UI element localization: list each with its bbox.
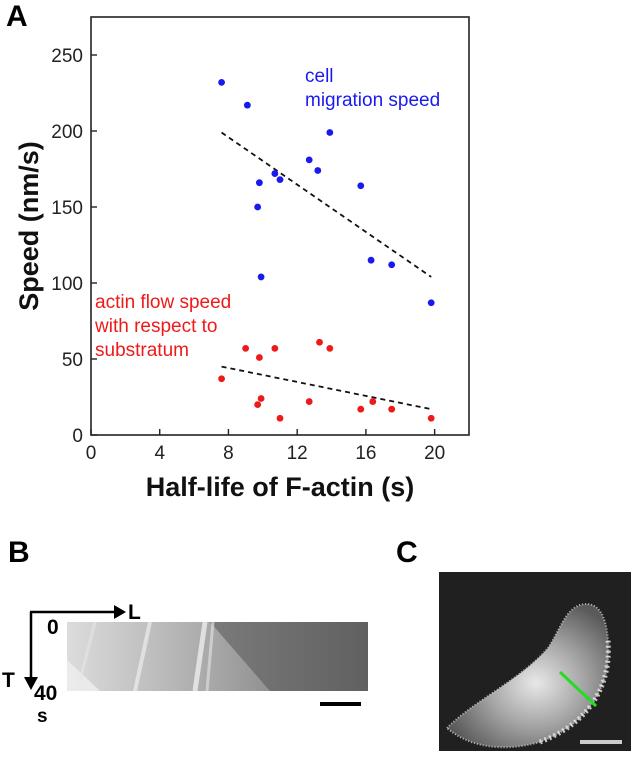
- panel-b-label: B: [8, 536, 30, 569]
- data-point-series-1: [305, 398, 313, 405]
- panel-a-label: A: [6, 0, 28, 33]
- measurement-line: [558, 670, 598, 708]
- t-axis-label: T: [2, 669, 15, 692]
- annotation-line: migration speed: [305, 90, 440, 111]
- y-tick-label: 150: [51, 198, 83, 219]
- y-tick-label: 250: [51, 46, 83, 67]
- data-point-series-1: [316, 338, 323, 346]
- data-point-series-1: [257, 395, 265, 402]
- trend-line-series-0: [221, 131, 432, 278]
- y-tick-label: 50: [62, 350, 83, 371]
- data-point-series-1: [357, 405, 365, 413]
- data-point-series-0: [255, 179, 263, 187]
- data-point-series-0: [218, 78, 225, 86]
- trend-line-series-1: [221, 365, 432, 411]
- trend-lines: [221, 131, 432, 411]
- x-tick-label: 4: [154, 443, 165, 464]
- data-point-series-0: [276, 176, 284, 184]
- y-tick-label: 100: [51, 274, 83, 295]
- data-points: [218, 78, 435, 422]
- data-point-series-0: [271, 170, 279, 177]
- scatter-chart: 0 4 8 12 16 20 0 50 100 150 200 250 cell migration …: [14, 16, 470, 502]
- y-axis-title: Speed (nm/s): [14, 141, 44, 311]
- data-point-series-0: [305, 156, 313, 164]
- data-point-series-0: [357, 182, 365, 190]
- data-point-series-1: [254, 401, 262, 408]
- data-point-series-0: [243, 101, 251, 109]
- l-axis-label: L: [128, 601, 141, 624]
- data-point-series-0: [367, 256, 375, 264]
- data-point-series-1: [388, 405, 396, 413]
- data-point-series-1: [369, 398, 377, 405]
- data-point-series-1: [271, 344, 279, 352]
- y-tick-label: 200: [51, 122, 83, 143]
- data-point-series-0: [314, 167, 322, 174]
- t-unit-label: s: [37, 706, 48, 727]
- x-tick-label: 16: [355, 443, 376, 464]
- t-start-label: 0: [47, 616, 59, 639]
- data-point-series-0: [257, 273, 265, 281]
- data-point-series-1: [276, 414, 284, 422]
- y-tick-label: 0: [72, 426, 83, 447]
- annotation-line: substratum: [95, 340, 189, 361]
- annotation-line: with respect to: [94, 316, 218, 337]
- annotation-line: cell: [305, 66, 334, 87]
- data-point-series-1: [326, 344, 334, 352]
- plot-frame: [90, 16, 470, 436]
- cell-micrograph: [439, 572, 631, 751]
- kymograph-panel: L T 0 40 s: [2, 601, 368, 727]
- x-tick-label: 20: [424, 443, 445, 464]
- x-axis-title: Half-life of F-actin (s): [146, 472, 415, 502]
- kymograph-image: [67, 621, 368, 692]
- panel-c-label: C: [396, 536, 418, 569]
- l-arrow-head: [114, 605, 126, 619]
- data-point-series-0: [388, 261, 396, 269]
- series-annotations: cell migration speed actin flow speed with …: [94, 66, 440, 361]
- x-tick-label: 12: [287, 443, 308, 464]
- y-axis-ticks: 0 50 100 150 200 250: [51, 46, 97, 447]
- data-point-series-0: [254, 203, 262, 211]
- x-tick-label: 8: [223, 443, 234, 464]
- data-point-series-0: [326, 129, 334, 136]
- data-point-series-1: [242, 344, 250, 352]
- data-point-series-1: [427, 414, 435, 422]
- data-point-series-1: [218, 375, 225, 383]
- annotation-line: actin flow speed: [95, 292, 231, 313]
- t-arrow-head: [24, 677, 38, 690]
- x-axis-ticks: 0 4 8 12 16 20: [86, 429, 445, 464]
- t-end-label: 40: [34, 682, 57, 705]
- data-point-series-1: [255, 354, 263, 361]
- data-point-series-0: [427, 299, 435, 307]
- x-tick-label: 0: [86, 443, 97, 464]
